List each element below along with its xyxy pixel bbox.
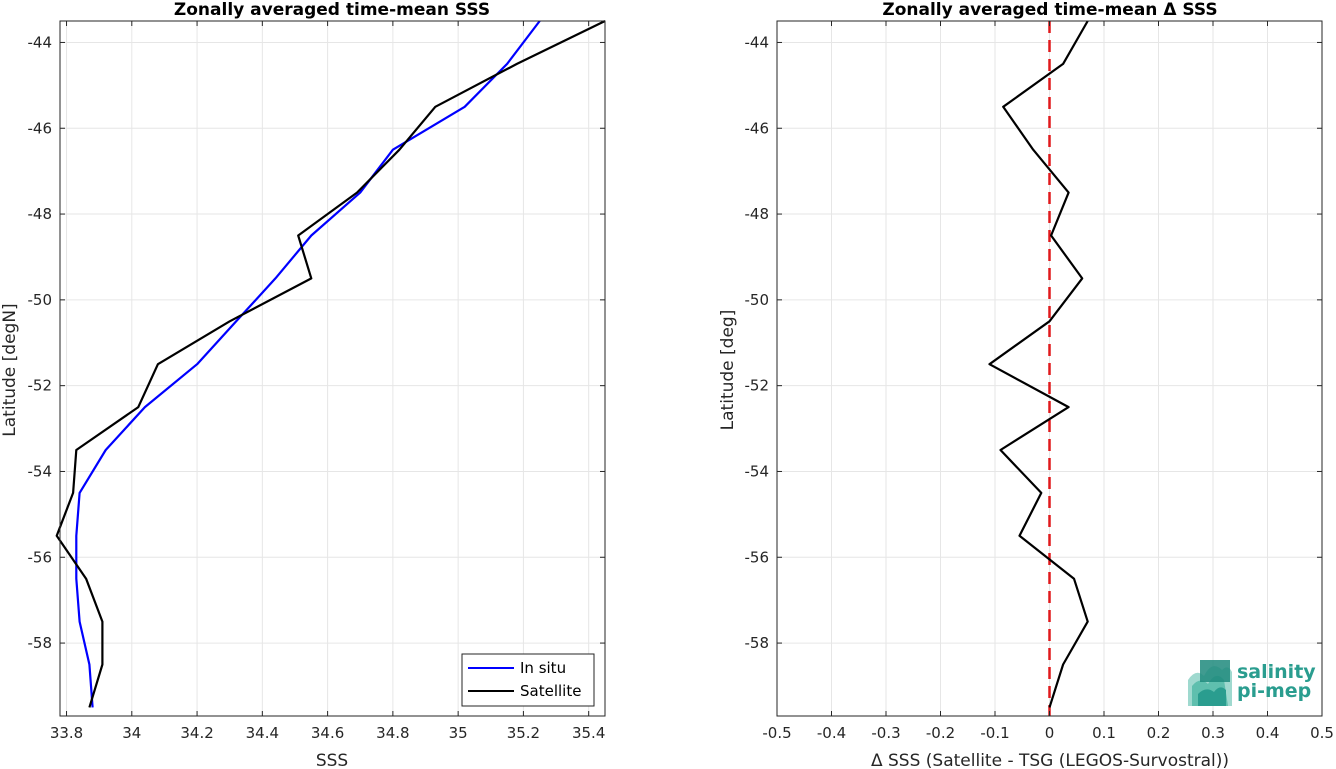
delta-sss-series-line-delta bbox=[988, 20, 1089, 708]
delta-sss-panel-xlabel: Δ SSS (Satellite - TSG (LEGOS-Survostral… bbox=[871, 751, 1229, 769]
delta-sss-xtick-label: 0.4 bbox=[1256, 724, 1280, 742]
legend-label-satellite: Satellite bbox=[520, 682, 581, 700]
sss-ytick-label: -46 bbox=[28, 119, 53, 137]
delta-sss-xtick-label: 0.2 bbox=[1147, 724, 1171, 742]
sss-ytick-label: -52 bbox=[28, 377, 53, 395]
sss-xtick-label: 34.6 bbox=[311, 724, 344, 742]
delta-sss-xtick-label: -0.1 bbox=[980, 724, 1009, 742]
sss-panel-series bbox=[55, 20, 606, 708]
sss-ytick-label: -44 bbox=[28, 33, 53, 51]
delta-sss-ytick-label: -46 bbox=[745, 119, 770, 137]
delta-sss-xtick-label: -0.2 bbox=[926, 724, 955, 742]
delta-sss-ytick-label: -50 bbox=[745, 291, 770, 309]
delta-sss-panel-series bbox=[988, 20, 1089, 708]
delta-sss-panel-ticks: -0.5 -0.4 -0.3 -0.2 -0.1 0 0.1 0.2 0.3 0.4 0.5 -58 -… bbox=[745, 21, 1334, 742]
sss-panel-title: Zonally averaged time-mean SSS bbox=[174, 0, 490, 20]
salinity-pi-mep-logo: salinity pi-mep bbox=[1188, 660, 1316, 706]
sss-series-line-in-situ bbox=[75, 20, 541, 708]
sss-ytick-label: -50 bbox=[28, 291, 53, 309]
sss-xtick-label: 34.8 bbox=[376, 724, 409, 742]
sss-panel-ylabel: Latitude [degN] bbox=[0, 303, 20, 436]
sss-ytick-label: -48 bbox=[28, 205, 53, 223]
sss-ytick-label: -56 bbox=[28, 548, 53, 566]
legend-box bbox=[461, 653, 595, 707]
delta-sss-ytick-label: -56 bbox=[745, 548, 770, 566]
logo-text-line2: pi-mep bbox=[1237, 680, 1311, 702]
delta-sss-xtick-label: 0.3 bbox=[1201, 724, 1225, 742]
sss-xtick-label: 34.2 bbox=[180, 724, 213, 742]
delta-sss-ytick-label: -52 bbox=[745, 377, 770, 395]
sss-xtick-label: 34.4 bbox=[246, 724, 279, 742]
delta-sss-xtick-label: 0.1 bbox=[1092, 724, 1116, 742]
delta-sss-xtick-label: 0.5 bbox=[1310, 724, 1334, 742]
sss-xtick-label: 35.4 bbox=[572, 724, 605, 742]
sss-xtick-label: 34 bbox=[122, 724, 141, 742]
wave-logo-icon bbox=[1188, 660, 1232, 706]
sss-panel-grid bbox=[60, 21, 605, 716]
sss-xtick-label: 35.2 bbox=[507, 724, 540, 742]
sss-panel: Zonally averaged time-mean SSS 33.8 34 34.… bbox=[0, 0, 606, 769]
logo-text-line1: salinity bbox=[1237, 661, 1316, 683]
legend-label-in-situ: In situ bbox=[520, 659, 566, 677]
delta-sss-ytick-label: -44 bbox=[745, 33, 770, 51]
sss-xtick-label: 35 bbox=[449, 724, 468, 742]
legend: In situ Satellite bbox=[461, 653, 595, 707]
sss-series-line-satellite bbox=[55, 20, 606, 708]
sss-panel-ticks: 33.8 34 34.2 34.4 34.6 34.8 35 35.2 35.4 -58 -56 -5… bbox=[28, 21, 605, 742]
delta-sss-ytick-label: -54 bbox=[745, 462, 770, 480]
delta-sss-xtick-label: -0.4 bbox=[817, 724, 846, 742]
delta-sss-ytick-label: -48 bbox=[745, 205, 770, 223]
delta-sss-xtick-label: -0.5 bbox=[762, 724, 791, 742]
delta-sss-ytick-label: -58 bbox=[745, 634, 770, 652]
sss-xtick-label: 33.8 bbox=[50, 724, 83, 742]
sss-panel-axes-box bbox=[59, 20, 606, 717]
delta-sss-panel: Zonally averaged time-mean Δ SSS -0.5 -0.… bbox=[718, 0, 1334, 769]
sss-ytick-label: -54 bbox=[28, 462, 53, 480]
sss-panel-xlabel: SSS bbox=[316, 751, 348, 769]
delta-sss-xtick-label: 0 bbox=[1045, 724, 1055, 742]
sss-ytick-label: -58 bbox=[28, 634, 53, 652]
delta-sss-panel-title: Zonally averaged time-mean Δ SSS bbox=[882, 0, 1217, 20]
delta-sss-xtick-label: -0.3 bbox=[871, 724, 900, 742]
delta-sss-panel-ylabel: Latitude [deg] bbox=[718, 310, 738, 431]
